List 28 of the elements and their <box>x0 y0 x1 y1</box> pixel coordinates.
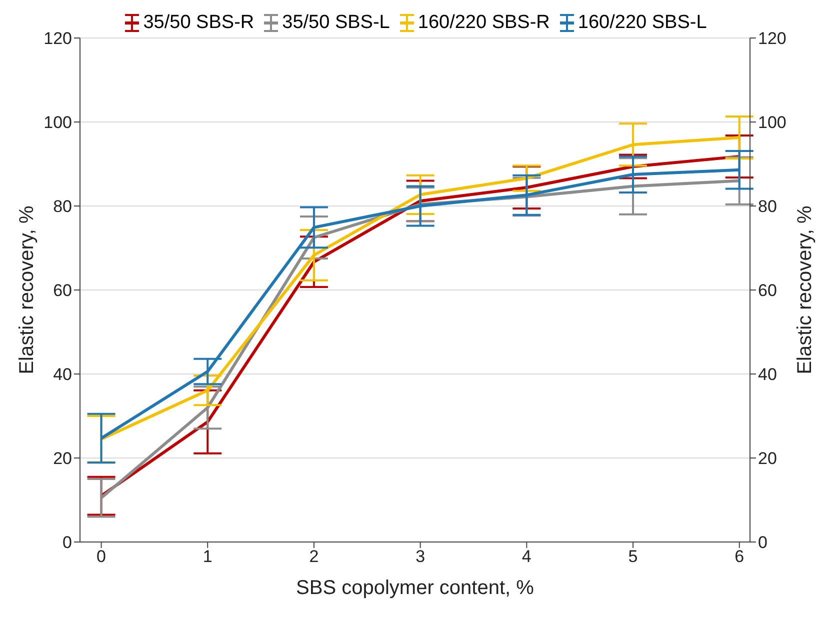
y-tick-label: 0 <box>62 533 72 552</box>
y-tick-label: 120 <box>44 29 72 48</box>
y2-tick-label: 40 <box>758 365 777 384</box>
y-tick-label: 80 <box>53 197 72 216</box>
y-axis-title: Elastic recovery, % <box>16 206 38 374</box>
x-tick-label: 2 <box>309 547 319 566</box>
y-tick-label: 20 <box>53 449 72 468</box>
x-tick-label: 3 <box>416 547 426 566</box>
y2-tick-label: 120 <box>758 29 786 48</box>
x-tick-label: 0 <box>96 547 106 566</box>
legend-label: 35/50 SBS-R <box>143 12 254 34</box>
y2-tick-label: 20 <box>758 449 777 468</box>
x-tick-label: 1 <box>202 547 212 566</box>
y2-tick-label: 100 <box>758 113 786 132</box>
x-tick-label: 6 <box>734 547 744 566</box>
y2-tick-label: 80 <box>758 197 777 216</box>
y-tick-label: 40 <box>53 365 72 384</box>
x-tick-label: 4 <box>522 547 532 566</box>
legend-label: 160/220 SBS-L <box>578 12 707 34</box>
y-tick-label: 60 <box>53 281 72 300</box>
y2-axis-title: Elastic recovery, % <box>794 206 816 374</box>
legend-label: 160/220 SBS-R <box>418 12 550 34</box>
x-tick-label: 5 <box>628 547 638 566</box>
y-tick-label: 100 <box>44 113 72 132</box>
legend-label: 35/50 SBS-L <box>282 12 390 34</box>
x-axis-title: SBS copolymer content, % <box>296 577 534 599</box>
y2-tick-label: 0 <box>758 533 768 552</box>
y2-tick-label: 60 <box>758 281 777 300</box>
